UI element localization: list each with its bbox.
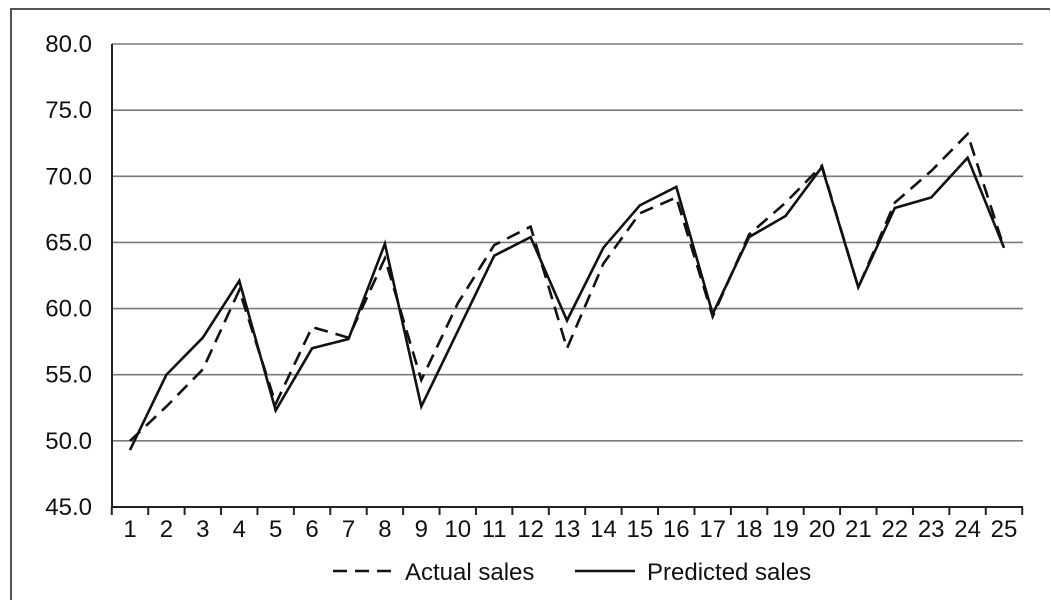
x-tick-label: 13 (554, 516, 581, 543)
x-tick-label: 17 (699, 516, 726, 543)
x-tick-label: 12 (517, 516, 544, 543)
x-tick-label: 23 (918, 516, 945, 543)
y-tick-label: 80.0 (45, 31, 92, 58)
y-tick-label: 75.0 (45, 97, 92, 124)
x-tick-label: 3 (196, 516, 209, 543)
x-tick-label: 2 (160, 516, 173, 543)
x-tick-label: 8 (378, 516, 391, 543)
series-line-actual-sales (129, 131, 1006, 442)
x-tick-label: 10 (444, 516, 471, 543)
x-tick-label: 16 (663, 516, 690, 543)
x-tick-label: 6 (305, 516, 318, 543)
y-tick-label: 60.0 (45, 296, 92, 323)
x-tick-label: 7 (342, 516, 355, 543)
x-tick-label: 22 (881, 516, 908, 543)
series-line-predicted-sales (128, 155, 1006, 451)
y-tick-label: 55.0 (45, 362, 92, 389)
x-tick-label: 19 (772, 516, 799, 543)
chart-frame (10, 8, 1050, 600)
x-tick-label: 1 (123, 516, 136, 543)
y-tick-label: 70.0 (45, 163, 92, 190)
x-tick-label: 11 (482, 516, 507, 543)
x-tick-label: 21 (845, 516, 872, 543)
x-tick-label: 14 (590, 516, 617, 543)
x-tick-label: 5 (269, 516, 282, 543)
axis-layer: 45.050.055.060.065.070.075.080.01 2 3 4 5 6 7 8… (45, 31, 1024, 543)
y-tick-label: 45.0 (45, 494, 92, 521)
x-tick-label: 15 (626, 516, 653, 543)
y-tick-label: 50.0 (45, 428, 92, 455)
series-layer (128, 131, 1006, 451)
x-tick-label: 18 (736, 516, 763, 543)
x-tick-label: 4 (233, 516, 246, 543)
grid-layer (112, 43, 1023, 442)
legend-label: Predicted sales (647, 559, 811, 586)
legend: Actual sales Predicted sales (333, 559, 811, 586)
x-tick-label: 25 (991, 516, 1018, 543)
x-tick-label: 24 (954, 516, 981, 543)
y-tick-label: 65.0 (45, 229, 92, 256)
x-tick-label: 9 (415, 516, 428, 543)
legend-label: Actual sales (405, 559, 534, 586)
x-tick-label: 20 (809, 516, 836, 543)
